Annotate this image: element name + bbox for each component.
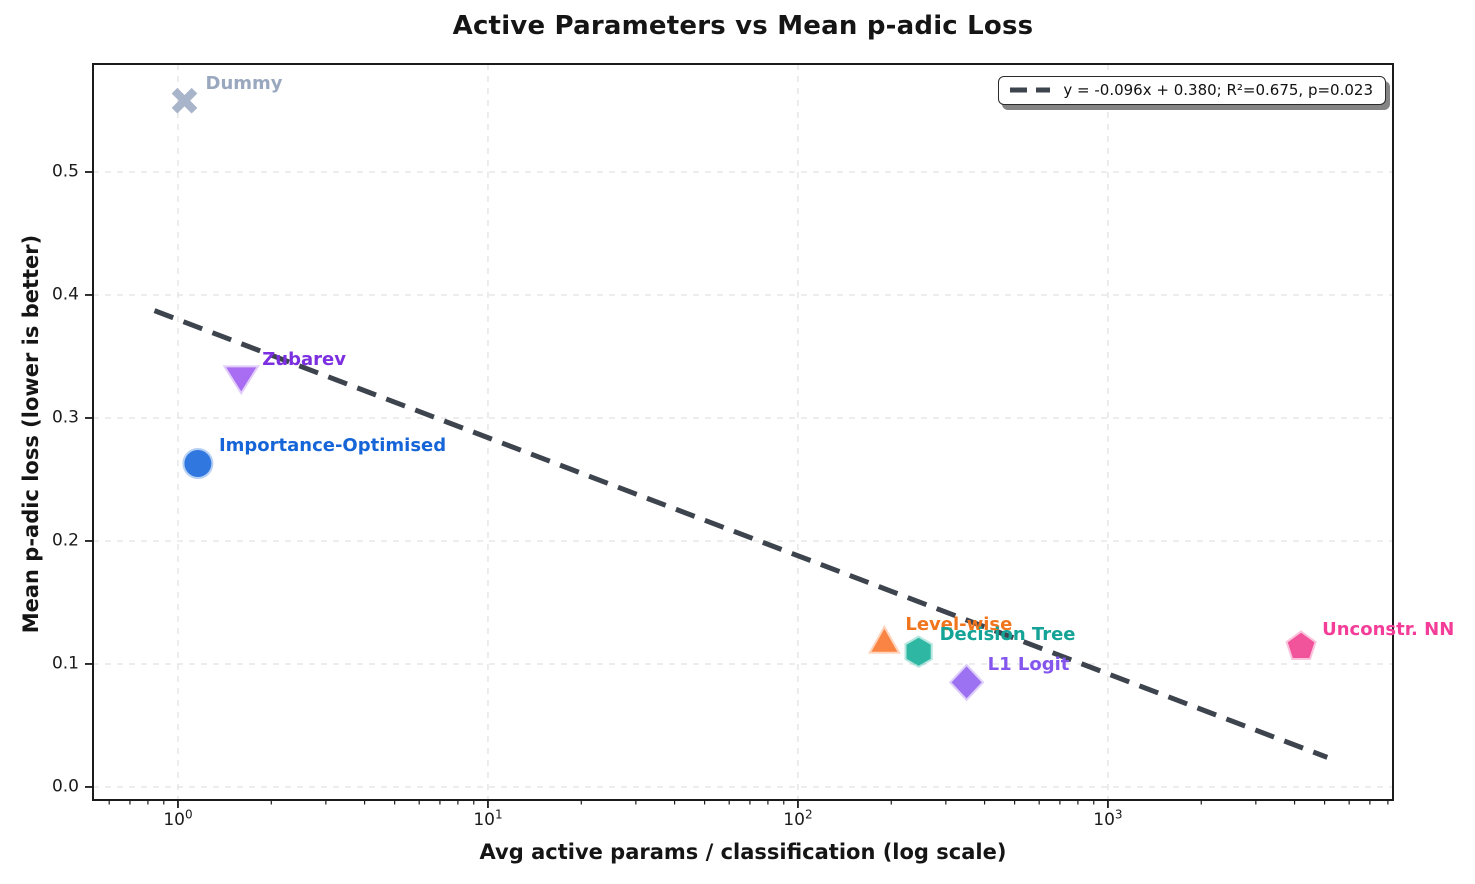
y-tick-label: 0.4 [51,284,79,305]
legend-box: y = -0.096x + 0.380; R²=0.675, p=0.023 [998,76,1386,105]
marker-unconstr-nn [1285,630,1317,661]
x-tick-label: 101 [473,807,503,830]
point-label-zubarev: Zubarev [262,349,346,371]
marker-l1-logit [948,663,985,702]
marker-zubarev [222,365,260,396]
x-tick-label: 102 [783,807,813,830]
marker-decision-tree [904,635,933,669]
marker-dummy [171,87,198,114]
legend-dash-icon [1010,87,1051,93]
y-tick-label: 0.0 [51,776,79,797]
chart-title: Active Parameters vs Mean p-adic Loss [452,11,1034,41]
point-label-dummy: Dummy [205,72,283,94]
x-axis-label: Avg active params / classification (log … [479,840,1007,864]
y-tick-label: 0.1 [51,653,79,674]
point-label-unconstr-nn: Unconstr. NN [1322,618,1455,640]
y-tick-label: 0.5 [51,161,79,182]
trendline [153,308,1329,760]
marker-importance-optimised [182,448,214,479]
y-tick-label: 0.3 [51,407,79,428]
x-tick-label: 103 [1093,807,1123,830]
legend-label: y = -0.096x + 0.380; R²=0.675, p=0.023 [1063,81,1373,99]
x-tick-label: 100 [163,807,193,830]
marker-level-wise [867,624,901,654]
point-label-decision-tree: Decision Tree [939,623,1076,645]
axes-spines [92,63,1394,801]
point-label-level-wise: Level-wise [905,613,1013,635]
point-label-importance-optimised: Importance-Optimised [218,435,447,457]
point-label-l1-logit: L1 Logit [987,654,1070,676]
y-tick-label: 0.2 [51,530,79,551]
